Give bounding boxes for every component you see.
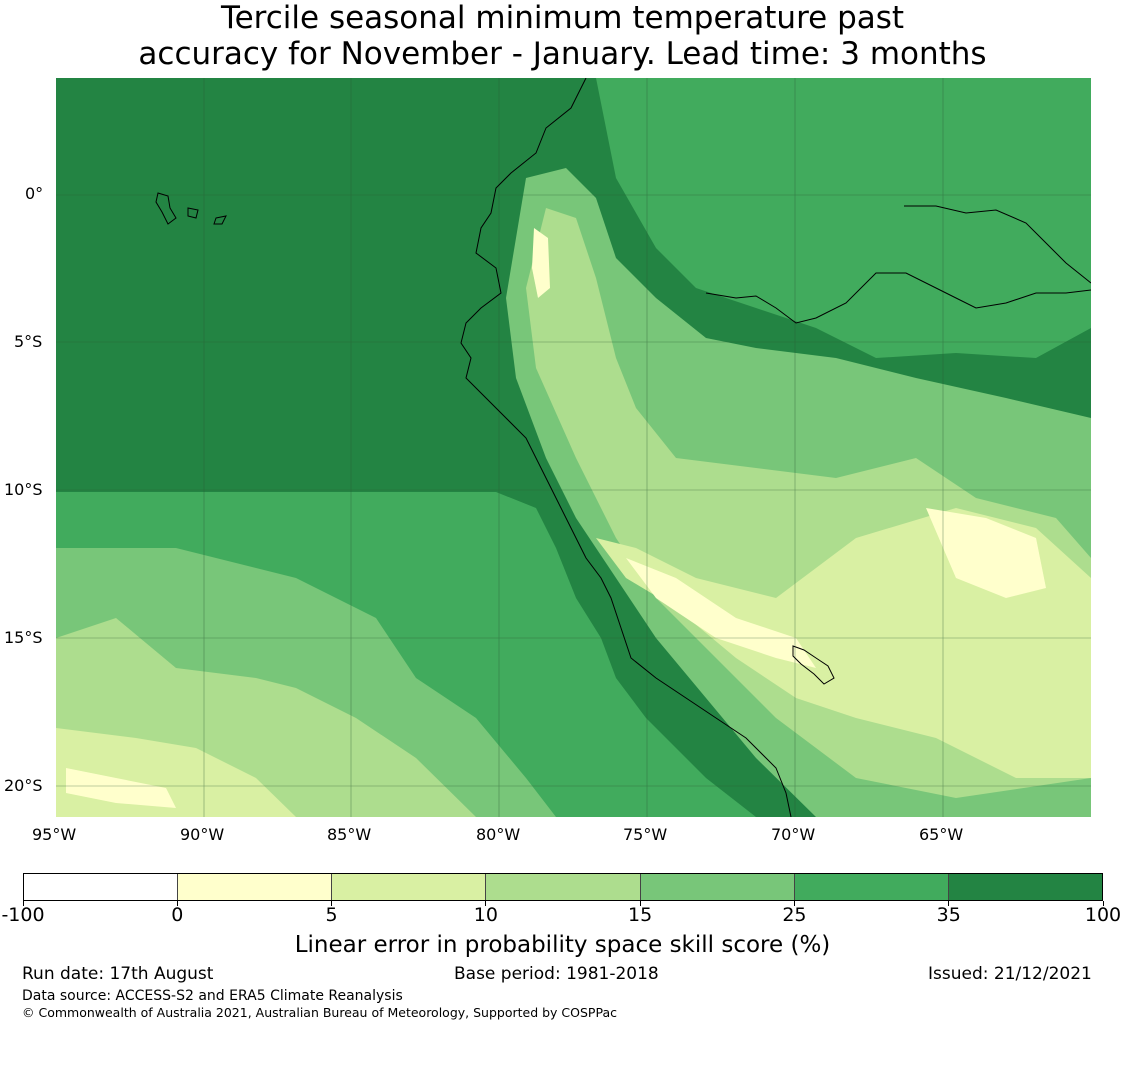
base-period: Base period: 1981-2018: [454, 964, 659, 984]
colorbar-segment-0-5: [178, 874, 333, 900]
map-canvas: [56, 78, 1091, 817]
colorbar-tick-label: 15: [628, 904, 653, 926]
colorbar-tick: [1102, 901, 1104, 906]
lon-label-75w: 75°W: [623, 825, 668, 844]
colorbar-tick: [176, 901, 178, 906]
amazon-river: [705, 272, 1091, 324]
copyright: © Commonwealth of Australia 2021, Austra…: [22, 1005, 617, 1020]
run-date: Run date: 17th August: [22, 964, 214, 984]
colorbar-tick: [948, 901, 950, 906]
colorbar-tick-label: 100: [1084, 904, 1122, 926]
lat-label-5s: 5°S: [14, 332, 43, 351]
colorbar-tick-label: 35: [936, 904, 961, 926]
lon-label-95w: 95°W: [32, 825, 77, 844]
colorbar-tick-label: 25: [782, 904, 807, 926]
colorbar-tick: [22, 901, 24, 906]
region-ocean-0-5: [66, 768, 176, 808]
gridlines: [56, 78, 1091, 817]
region-north-0-5: [532, 228, 550, 298]
colorbar-tick-label: -100: [1, 904, 45, 926]
lon-label-70w: 70°W: [771, 825, 816, 844]
coastline: [460, 78, 792, 817]
colorbar-segment-10-15: [486, 874, 641, 900]
colorbar-segment-35-100: [948, 874, 1102, 900]
colorbar-segment-15-25: [640, 874, 795, 900]
lake-titicaca: [792, 645, 835, 685]
colorbar-tick: [331, 901, 333, 906]
title-line-1: Tercile seasonal minimum temperature pas…: [220, 0, 905, 36]
lon-label-85w: 85°W: [327, 825, 372, 844]
colorbar-segment-25-35: [794, 874, 949, 900]
colorbar-tick-label: 10: [473, 904, 498, 926]
lat-label-0: 0°: [25, 184, 44, 203]
northern-river: [904, 205, 1091, 284]
issued-date: Issued: 21/12/2021: [928, 964, 1092, 984]
galapagos-islands: [155, 192, 227, 225]
lon-label-90w: 90°W: [180, 825, 225, 844]
lon-label-65w: 65°W: [919, 825, 964, 844]
title-line-2: accuracy for November - January. Lead ti…: [138, 36, 987, 72]
skill-score-map: [56, 78, 1091, 817]
colorbar-segment-5-10: [332, 874, 487, 900]
colorbar-tick-label: 0: [171, 904, 184, 926]
colorbar-title: Linear error in probability space skill …: [294, 932, 831, 958]
data-source: Data source: ACCESS-S2 and ERA5 Climate …: [22, 988, 403, 1004]
region-altiplano-0-5: [626, 558, 816, 668]
region-amazon-25-35: [596, 78, 1091, 358]
lat-label-15s: 15°S: [4, 628, 43, 647]
colorbar-tick-label: 5: [325, 904, 338, 926]
colorbar-segment-lt0: [24, 874, 179, 900]
colorbar-tick: [793, 901, 795, 906]
colorbar-tick: [485, 901, 487, 906]
colorbar-tick: [639, 901, 641, 906]
lon-label-80w: 80°W: [476, 825, 521, 844]
region-east-0-5: [926, 508, 1046, 598]
lat-label-20s: 20°S: [4, 776, 43, 795]
lat-label-10s: 10°S: [4, 480, 43, 499]
map-title: Tercile seasonal minimum temperature pas…: [0, 0, 1125, 72]
colorbar: [23, 873, 1103, 901]
